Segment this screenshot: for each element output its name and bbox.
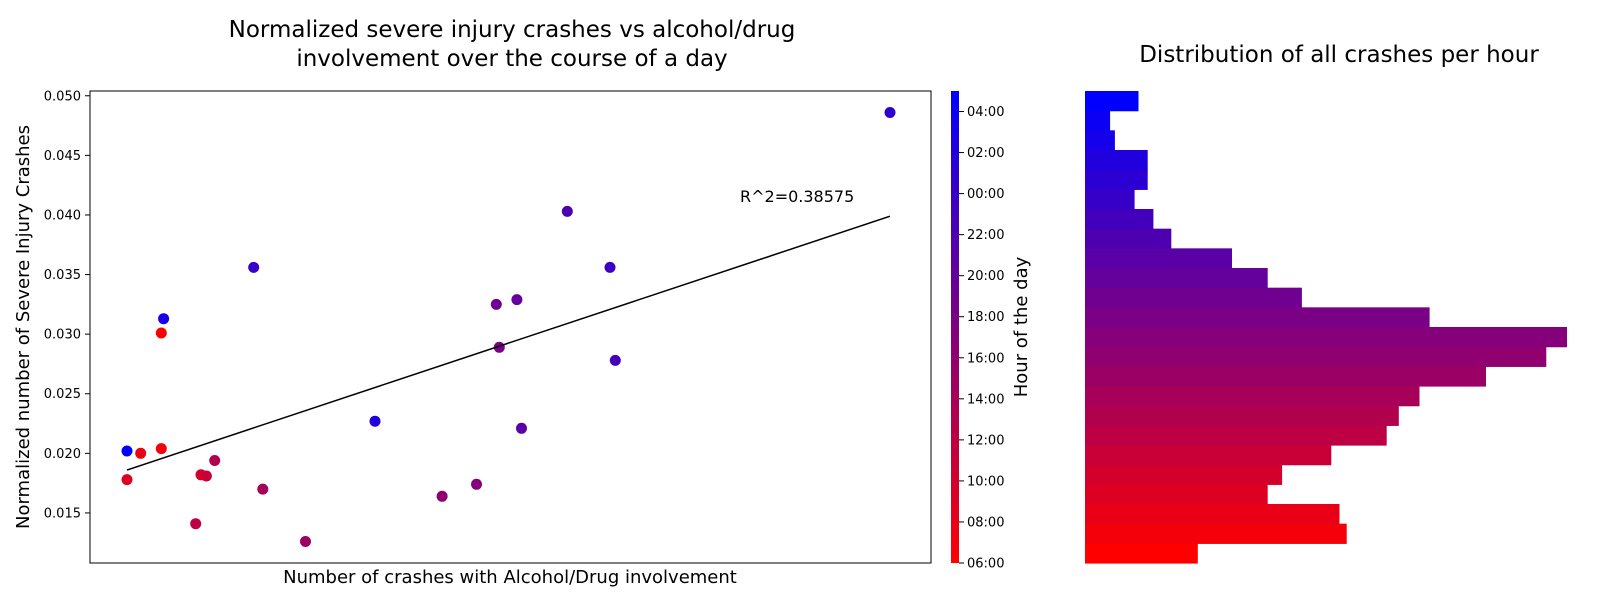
hour-bar [1085, 346, 1547, 367]
y-tick-label: 0.020 [44, 447, 81, 462]
hour-bar [1085, 169, 1148, 190]
hour-bar [1085, 228, 1172, 249]
hourly-distribution-panel: Distribution of all crashes per hour [1085, 42, 1567, 564]
hour-bar [1085, 189, 1135, 210]
scatter-point [209, 455, 221, 466]
scatter-title-line-2: involvement over the course of a day [296, 46, 727, 72]
y-tick-label: 0.045 [44, 149, 81, 164]
colorbar-tick-label: 18:00 [967, 310, 1004, 325]
scatter-y-axis-label: Normalized number of Severe Injury Crash… [13, 125, 34, 529]
hour-bar [1085, 504, 1340, 525]
scatter-point [155, 327, 167, 339]
y-tick-label: 0.030 [44, 328, 81, 343]
scatter-point [490, 298, 502, 310]
hour-bar [1085, 209, 1154, 230]
hour-bar [1085, 287, 1302, 308]
hour-bar [1085, 307, 1430, 328]
distribution-title: Distribution of all crashes per hour [1139, 42, 1539, 68]
colorbar-label: Hour of the day [1011, 256, 1032, 397]
scatter-point [511, 294, 523, 306]
scatter-point [257, 483, 269, 495]
hour-bar [1085, 405, 1399, 426]
scatter-point [609, 354, 621, 366]
colorbar-tick-label: 04:00 [967, 105, 1004, 120]
y-tick-label: 0.035 [44, 268, 81, 283]
scatter-panel: Normalized severe injury crashes vs alco… [13, 17, 932, 588]
y-tick-label: 0.025 [44, 387, 81, 402]
hour-bar [1085, 110, 1111, 131]
hour-bar [1085, 130, 1115, 151]
scatter-point [300, 536, 311, 547]
scatter-point [121, 445, 133, 457]
scatter-title-line-1: Normalized severe injury crashes vs alco… [229, 17, 796, 43]
y-tick-label: 0.015 [44, 506, 81, 521]
scatter-point [604, 261, 616, 273]
hour-bar [1085, 445, 1332, 466]
y-tick-label: 0.040 [44, 208, 81, 223]
scatter-point [369, 415, 381, 427]
hour-bar [1085, 248, 1232, 269]
colorbar-tick-label: 20:00 [967, 269, 1004, 284]
scatter-point [884, 107, 896, 118]
scatter-point [248, 261, 260, 273]
hourly-bars [1085, 91, 1567, 564]
scatter-x-axis-label: Number of crashes with Alcohol/Drug invo… [283, 567, 737, 588]
hour-colorbar: 06:00 08:00 10:00 12:00 14:00 16:00 18:00 20:00… [951, 91, 1032, 572]
colorbar-tick-label: 10:00 [967, 474, 1004, 489]
hour-bar [1085, 543, 1198, 564]
hour-bar [1085, 523, 1347, 544]
scatter-point [135, 447, 147, 459]
hour-bar [1085, 425, 1387, 446]
hour-bar [1085, 327, 1567, 348]
hour-bar [1085, 268, 1268, 289]
scatter-point [436, 490, 448, 502]
hour-bar [1085, 150, 1148, 171]
scatter-point [200, 470, 212, 482]
hour-bar [1085, 464, 1283, 485]
scatter-point [471, 478, 482, 490]
colorbar-tick-label: 08:00 [967, 515, 1004, 530]
colorbar-tick-label: 16:00 [967, 351, 1004, 366]
hour-bar [1085, 91, 1139, 112]
scatter-point [158, 313, 170, 325]
scatter-point [121, 474, 133, 486]
colorbar-tick-label: 14:00 [967, 392, 1004, 407]
scatter-point [190, 518, 202, 530]
hour-bar [1085, 366, 1486, 387]
colorbar-gradient [951, 91, 959, 563]
colorbar-tick-label: 12:00 [967, 433, 1004, 448]
colorbar-tick-label: 00:00 [967, 187, 1004, 202]
hour-bar [1085, 386, 1420, 407]
hour-bar [1085, 484, 1268, 505]
scatter-plot-frame [89, 90, 932, 564]
y-tick-label: 0.050 [44, 89, 81, 104]
scatter-y-axis: 0.015 0.020 0.025 0.030 0.035 0.040 0.045 0.050 [44, 89, 90, 521]
scatter-point [516, 422, 527, 434]
scatter-point [155, 443, 167, 455]
colorbar-ticks: 06:00 08:00 10:00 12:00 14:00 16:00 18:00 20:00… [959, 105, 1004, 572]
colorbar-tick-label: 02:00 [967, 146, 1004, 161]
colorbar-tick-label: 22:00 [967, 228, 1004, 243]
scatter-points [121, 107, 896, 547]
regression-line [126, 215, 891, 471]
r-squared-annotation: R^2=0.38575 [740, 187, 854, 206]
scatter-point [561, 205, 573, 217]
colorbar-tick-label: 06:00 [967, 557, 1004, 572]
